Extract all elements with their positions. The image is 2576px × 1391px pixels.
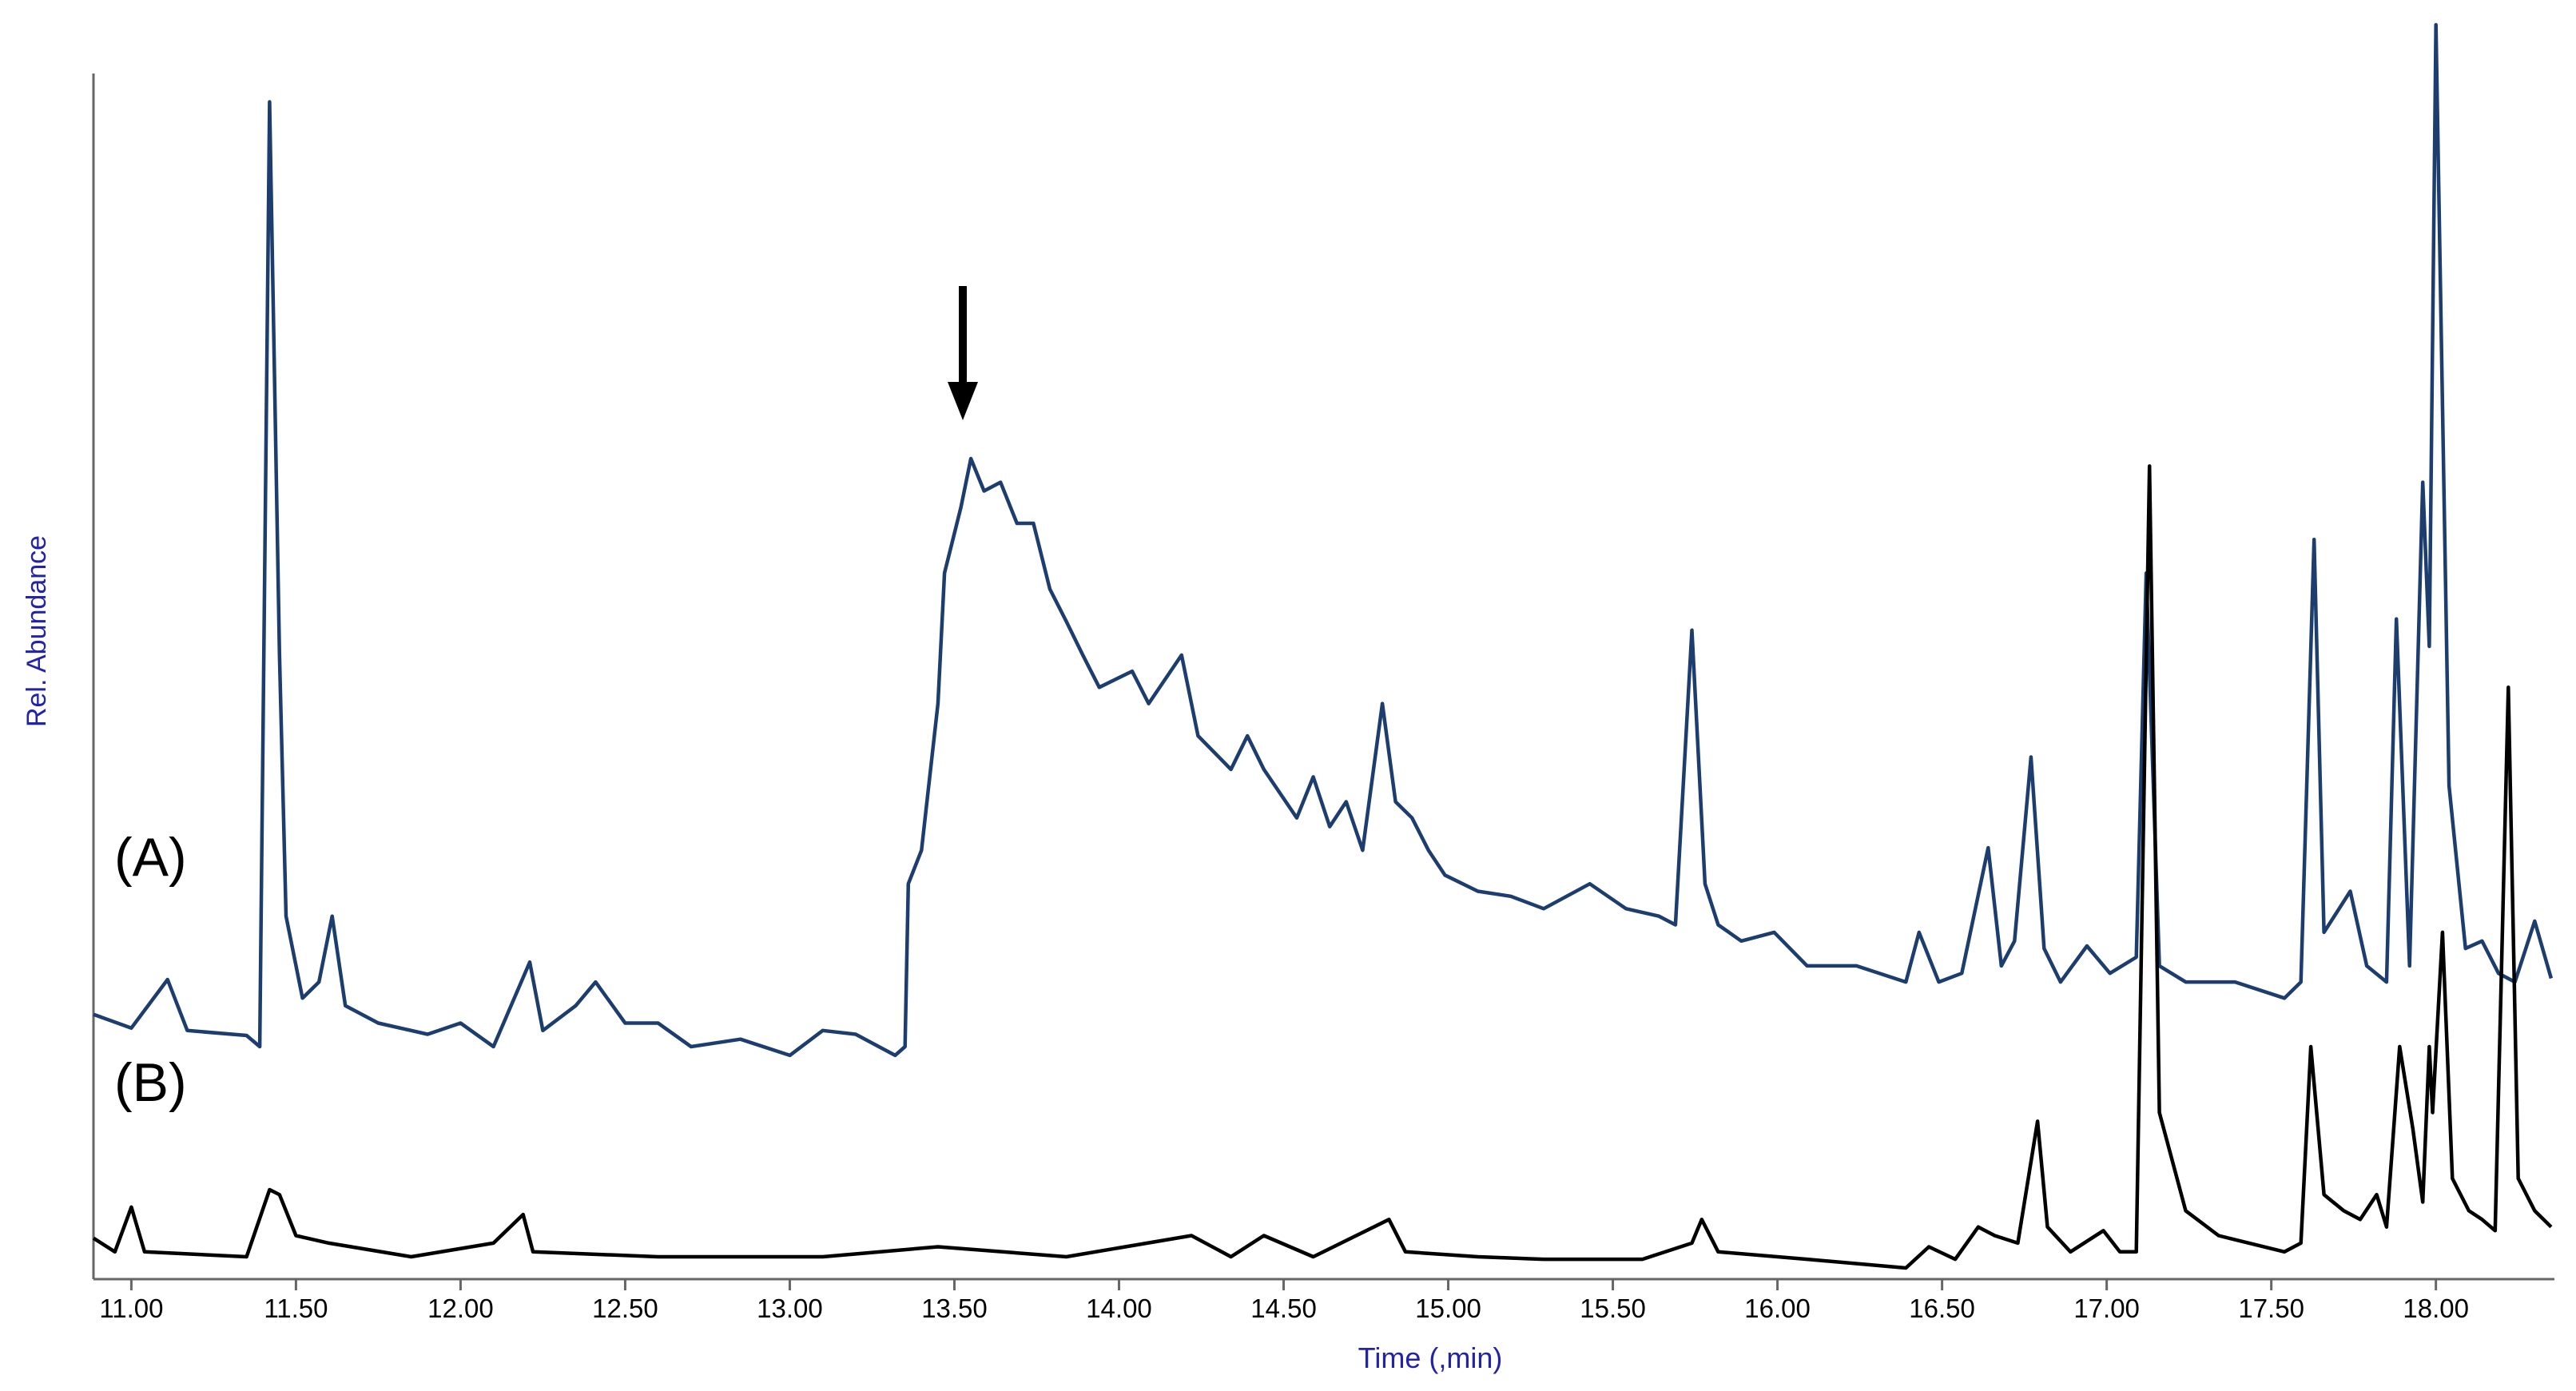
x-tick-label: 11.00 [99,1294,163,1323]
x-tick-label: 13.00 [757,1294,823,1323]
x-tick-label: 14.50 [1250,1294,1317,1323]
x-tick-label: 17.00 [2073,1294,2140,1323]
trace-label: (B) [114,1052,187,1113]
x-tick-label: 11.50 [264,1294,328,1323]
arrow-head [948,382,978,420]
x-tick-label: 17.50 [2238,1294,2304,1323]
x-tick-label: 16.50 [1909,1294,1975,1323]
y-axis-label: Rel. Abundance [22,535,52,727]
x-tick-label: 13.50 [921,1294,988,1323]
x-tick-label: 18.00 [2403,1294,2469,1323]
x-tick-label: 12.50 [592,1294,658,1323]
trace [92,464,2553,1270]
trace [93,22,2554,1058]
x-tick-label: 12.00 [427,1294,494,1323]
x-tick-label: 16.00 [1744,1294,1811,1323]
trace-label: (A) [114,827,187,888]
x-axis-label: Time (,min) [1358,1341,1503,1374]
x-tick-label: 15.00 [1415,1294,1481,1323]
arrow [948,286,978,420]
x-tick-label: 14.00 [1086,1294,1152,1323]
x-tick-label: 15.50 [1580,1294,1646,1323]
